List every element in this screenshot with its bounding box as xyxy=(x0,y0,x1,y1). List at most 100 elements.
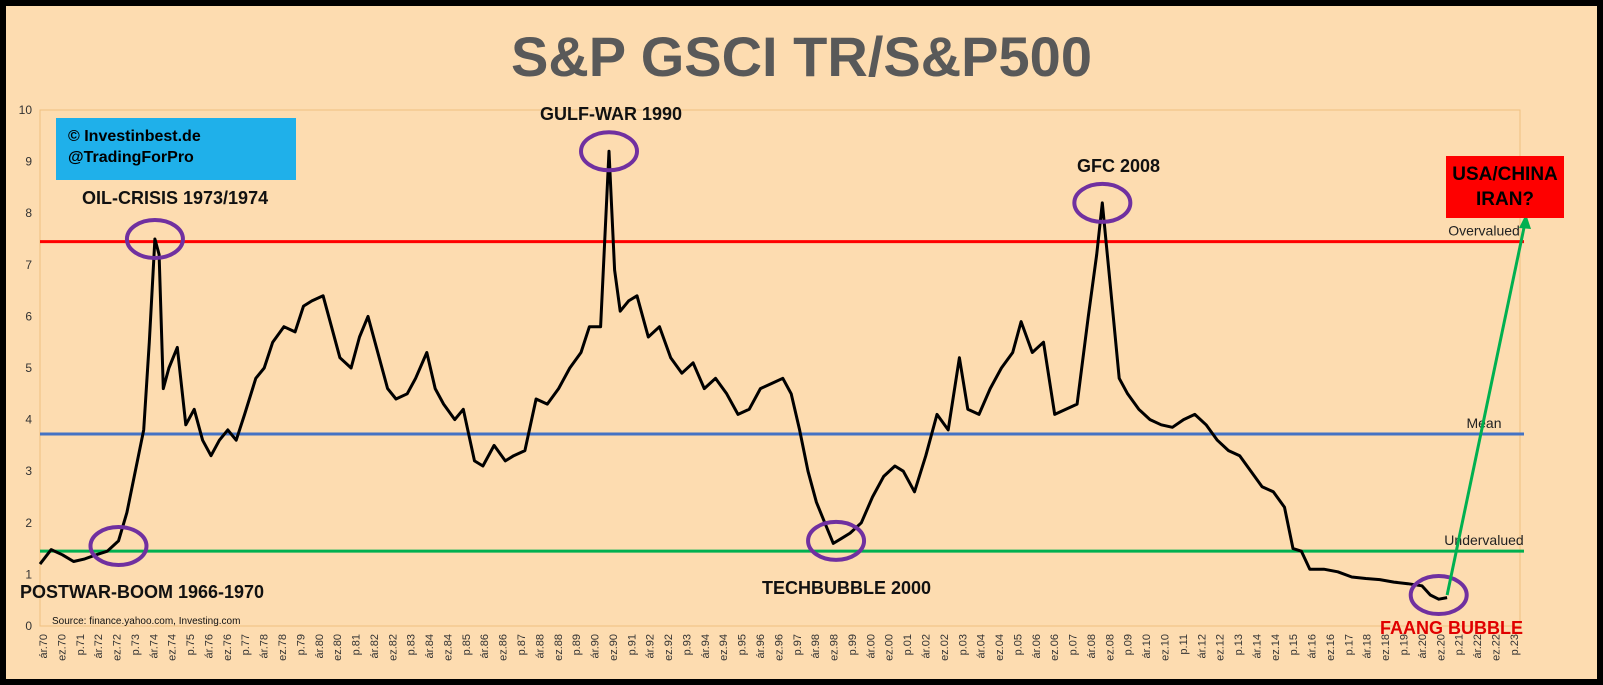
chart-frame: S&P GSCI TR/S&P500 0 1 2 3 4 5 6 7 8 9 10 ár.70 ez.… xyxy=(6,6,1597,679)
x-tick-label: p.87 xyxy=(516,634,528,655)
badge-line-2: @TradingForPro xyxy=(68,149,194,166)
x-tick-label: ár.90 xyxy=(590,634,602,658)
x-tick-label: p.79 xyxy=(295,634,307,655)
callout-line-2: IRAN? xyxy=(1475,189,1535,210)
x-tick-label: ez.86 xyxy=(498,634,510,661)
highlight-circle xyxy=(579,130,640,173)
x-tick-label: ez.18 xyxy=(1380,634,1392,661)
highlight-circles xyxy=(88,130,1469,617)
highlight-circle xyxy=(1072,181,1133,224)
reference-label: Undervalued xyxy=(1444,532,1523,548)
x-tick-label: p.07 xyxy=(1068,634,1080,655)
x-tick-label: ez.22 xyxy=(1490,634,1502,661)
x-tick-label: ár.12 xyxy=(1196,634,1208,658)
x-tick-label: ez.00 xyxy=(884,634,896,661)
x-tick-label: ár.16 xyxy=(1307,634,1319,658)
x-tick-label: p.93 xyxy=(681,634,693,655)
x-tick-label: ár.08 xyxy=(1086,634,1098,658)
x-tick-label: p.23 xyxy=(1509,634,1521,655)
x-tick-label: ez.72 xyxy=(112,634,124,661)
x-tick-label: ár.92 xyxy=(645,634,657,658)
badge-line-1: © Investinbest.de xyxy=(68,128,201,145)
x-tick-label: ár.76 xyxy=(203,634,215,658)
x-tick-label: p.83 xyxy=(406,634,418,655)
x-tick-label: ez.10 xyxy=(1159,634,1171,661)
x-tick-label: ez.06 xyxy=(1049,634,1061,661)
copyright-badge: © Investinbest.de @TradingForPro xyxy=(56,118,296,180)
plot-area xyxy=(39,109,1521,627)
x-tick-label: p.03 xyxy=(957,634,969,655)
highlight-circle xyxy=(1408,574,1469,617)
x-tick-label: ez.12 xyxy=(1215,634,1227,661)
chart-svg: 0 1 2 3 4 5 6 7 8 9 10 ár.70 ez.70 p.71 ár.72 ez.72 p.7… xyxy=(19,103,1531,661)
x-tick-label: p.97 xyxy=(792,634,804,655)
y-tick-label: 3 xyxy=(25,464,32,478)
x-axis: ár.70 ez.70 p.71 ár.72 ez.72 p.73 ár.74 ez.74 p.… xyxy=(38,634,1521,661)
x-tick-label: p.71 xyxy=(75,634,87,655)
y-tick-label: 9 xyxy=(25,155,32,169)
y-tick-label: 5 xyxy=(25,361,32,375)
x-tick-label: ez.78 xyxy=(277,634,289,661)
arrow-shaft xyxy=(1445,217,1528,596)
series-line xyxy=(38,149,1448,601)
y-tick-label: 1 xyxy=(25,567,32,581)
x-tick-label: ár.72 xyxy=(93,634,105,658)
x-tick-label: p.81 xyxy=(351,634,363,655)
x-tick-label: ez.94 xyxy=(718,634,730,661)
x-tick-label: ár.84 xyxy=(424,634,436,658)
x-tick-label: ár.22 xyxy=(1472,634,1484,658)
x-tick-label: ár.02 xyxy=(920,634,932,658)
x-tick-label: ár.82 xyxy=(369,634,381,658)
x-tick-label: p.89 xyxy=(571,634,583,655)
x-tick-label: ez.20 xyxy=(1435,634,1447,661)
x-tick-label: ez.80 xyxy=(332,634,344,661)
reference-lines: OvervaluedMeanUndervalued xyxy=(40,223,1524,553)
highlight-circle xyxy=(88,525,149,568)
x-tick-label: p.75 xyxy=(185,634,197,655)
x-tick-label: ár.10 xyxy=(1141,634,1153,658)
annotation-faang: FAANG BUBBLE xyxy=(1380,618,1523,638)
y-tick-label: 6 xyxy=(25,309,32,323)
x-tick-label: p.91 xyxy=(626,634,638,655)
x-tick-label: ár.88 xyxy=(534,634,546,658)
x-tick-label: ez.84 xyxy=(442,634,454,661)
x-tick-label: ez.08 xyxy=(1104,634,1116,661)
x-tick-label: ez.70 xyxy=(56,634,68,661)
x-tick-label: ez.76 xyxy=(222,634,234,661)
annotation-gfc: GFC 2008 xyxy=(1077,156,1160,176)
x-tick-label: ár.14 xyxy=(1251,634,1263,658)
chart-title: S&P GSCI TR/S&P500 xyxy=(511,25,1092,88)
x-tick-label: ár.04 xyxy=(976,634,988,658)
highlight-circle xyxy=(806,519,867,562)
x-tick-label: p.19 xyxy=(1398,634,1410,655)
x-tick-label: ár.00 xyxy=(865,634,877,658)
x-tick-label: p.77 xyxy=(240,634,252,655)
y-axis: 0 1 2 3 4 5 6 7 8 9 10 xyxy=(19,103,33,633)
x-tick-label: ez.74 xyxy=(167,634,179,661)
y-tick-label: 8 xyxy=(25,206,32,220)
source-note: Source: finance.yahoo.com, Investing.com xyxy=(52,616,240,627)
annotation-labels: OIL-CRISIS 1973/1974 GULF-WAR 1990 GFC 200… xyxy=(20,104,1523,638)
x-tick-label: ez.04 xyxy=(994,634,1006,661)
x-tick-label: ár.86 xyxy=(479,634,491,658)
annotation-gulf: GULF-WAR 1990 xyxy=(540,104,682,124)
arrow-head xyxy=(1519,214,1531,229)
x-tick-label: ár.96 xyxy=(755,634,767,658)
x-tick-label: p.13 xyxy=(1233,634,1245,655)
x-tick-label: p.09 xyxy=(1123,634,1135,655)
x-tick-label: p.01 xyxy=(902,634,914,655)
plot-border xyxy=(39,109,1521,627)
x-tick-label: ár.94 xyxy=(700,634,712,658)
x-tick-label: ez.14 xyxy=(1270,634,1282,661)
x-tick-label: ez.98 xyxy=(829,634,841,661)
x-tick-label: ez.90 xyxy=(608,634,620,661)
x-tick-label: ez.92 xyxy=(663,634,675,661)
reference-label: Overvalued xyxy=(1448,223,1520,239)
x-tick-label: p.15 xyxy=(1288,634,1300,655)
x-tick-label: ez.02 xyxy=(939,634,951,661)
y-tick-label: 0 xyxy=(25,619,32,633)
x-tick-label: ez.96 xyxy=(773,634,785,661)
x-tick-label: ez.82 xyxy=(387,634,399,661)
x-tick-label: p.17 xyxy=(1343,634,1355,655)
y-tick-label: 4 xyxy=(25,413,32,427)
